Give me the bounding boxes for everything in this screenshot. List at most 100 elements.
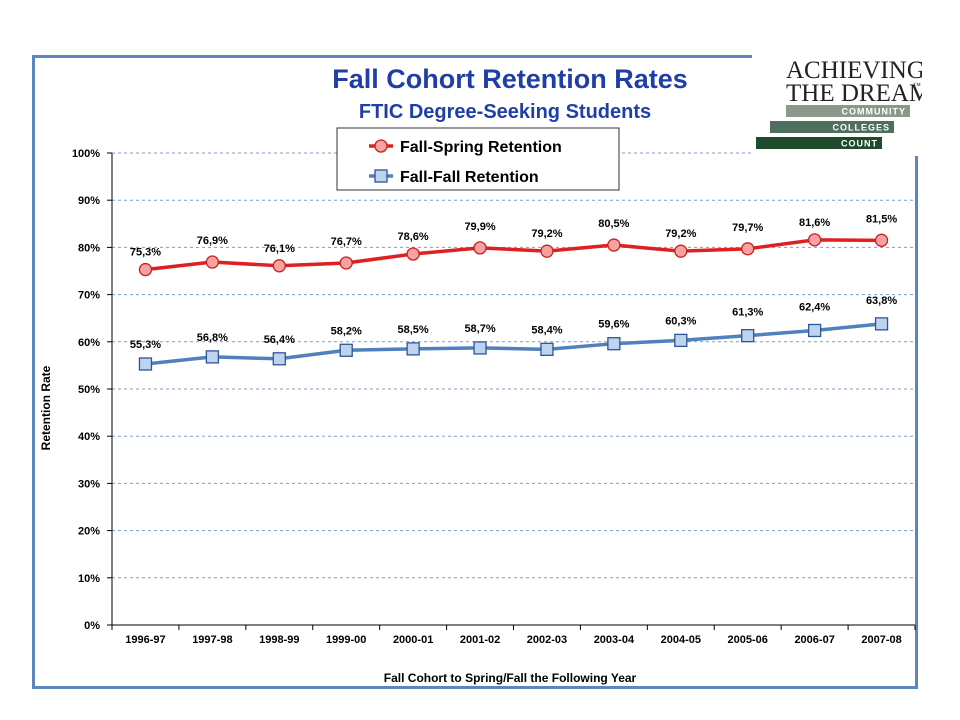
logo-bar-count (756, 137, 882, 149)
logo-bar-community (786, 105, 910, 117)
logo-bar-colleges-label: COLLEGES (832, 123, 890, 133)
x-tick-label: 2004-05 (661, 634, 701, 646)
logo-bar-count-label: COUNT (841, 139, 878, 149)
data-point (607, 337, 621, 351)
data-point (741, 242, 755, 256)
data-label: 78,6% (398, 231, 429, 243)
x-tick-label: 2006-07 (794, 634, 834, 646)
data-point (339, 343, 353, 357)
data-label: 61,3% (732, 307, 763, 319)
data-label: 76,7% (331, 236, 362, 248)
data-label: 63,8% (866, 295, 897, 307)
axes (107, 152, 916, 630)
data-label: 81,5% (866, 213, 897, 225)
logo-bar-community-label: COMMUNITY (842, 107, 907, 117)
data-point (205, 255, 220, 269)
data-point (138, 357, 153, 371)
x-tick-label: 1999-00 (326, 634, 366, 646)
x-tick-label: 2007-08 (861, 634, 901, 646)
data-point (272, 259, 286, 273)
x-tick-label: 2003-04 (594, 634, 635, 646)
data-point (607, 238, 621, 252)
data-label: 79,7% (732, 222, 763, 234)
logo-line-1: ACHIEVING (786, 57, 922, 84)
data-point (473, 241, 487, 255)
legend: Fall-Spring Retention Fall-Fall Retention (336, 127, 620, 191)
data-point (674, 244, 688, 258)
data-label: 75,3% (130, 247, 161, 259)
data-point (874, 233, 889, 247)
y-tick-label: 30% (78, 478, 100, 490)
y-tick-label: 10% (78, 573, 100, 585)
data-label: 79,2% (665, 228, 696, 240)
x-tick-label: 1997-98 (192, 634, 232, 646)
logo-trademark: ™ (913, 81, 921, 90)
data-point (874, 317, 889, 331)
x-axis-label: Fall Cohort to Spring/Fall the Following… (384, 671, 637, 685)
data-point (807, 323, 822, 338)
data-label: 59,6% (598, 319, 629, 331)
data-point (807, 233, 822, 247)
data-label: 76,9% (197, 235, 228, 247)
x-tick-label: 1996-97 (125, 634, 165, 646)
data-point (339, 256, 353, 270)
data-label: 56,4% (264, 334, 295, 346)
y-tick-label: 90% (78, 195, 100, 207)
x-tick-label: 2002-03 (527, 634, 567, 646)
data-point (473, 341, 487, 355)
y-tick-label: 60% (78, 337, 100, 349)
legend-label: Fall-Fall Retention (400, 169, 539, 186)
series-group (138, 233, 889, 371)
data-label: 58,4% (531, 324, 562, 336)
logo-bar-colleges (770, 121, 894, 133)
chart-title: Fall Cohort Retention Rates (332, 64, 688, 94)
data-label: 58,7% (464, 323, 495, 335)
x-tick-label: 2001-02 (460, 634, 500, 646)
gridlines (112, 152, 915, 579)
data-label: 58,5% (398, 324, 429, 336)
x-tick-label: 2005-06 (728, 634, 768, 646)
data-point (406, 247, 420, 261)
y-tick-label: 100% (72, 148, 100, 160)
data-point (674, 333, 688, 348)
data-label: 60,3% (665, 315, 696, 327)
logo-line-2: THE DREAM (786, 80, 922, 107)
data-label: 62,4% (799, 301, 830, 313)
series-line-fall-spring (145, 238, 882, 272)
data-label: 56,8% (197, 332, 228, 344)
data-point (540, 342, 554, 357)
x-axis-ticks: 1996-97 1997-98 1998-99 1999-00 2000-01 2001-… (125, 634, 901, 646)
achieving-the-dream-logo: ACHIEVING THE DREAM ™ COMMUNITY COLLEGES… (752, 50, 931, 156)
chart-frame (32, 55, 918, 689)
legend-marker (374, 139, 388, 153)
y-tick-label: 20% (78, 526, 100, 538)
data-label: 79,2% (531, 228, 562, 240)
x-tick-label: 2000-01 (393, 634, 433, 646)
chart-subtitle: FTIC Degree-Seeking Students (359, 101, 651, 123)
data-label: 55,3% (130, 339, 161, 351)
data-label: 80,5% (598, 218, 629, 230)
data-label: 81,6% (799, 217, 830, 229)
y-axis-ticks: 0% 10% 20% 30% 40% 50% 60% 70% 80% 90% 100% (72, 148, 100, 632)
data-label: 79,9% (464, 221, 495, 233)
logo-graphic: ACHIEVING THE DREAM ™ COMMUNITY COLLEGES… (756, 57, 931, 149)
legend-label: Fall-Spring Retention (400, 139, 562, 156)
data-label: 58,2% (331, 325, 362, 337)
data-point (205, 350, 220, 364)
series-line-fall-fall (145, 322, 882, 366)
y-axis-label: Retention Rate (39, 365, 53, 450)
data-label: 76,1% (264, 243, 295, 255)
data-point (272, 352, 286, 366)
data-labels: 75,3% 76,9% 76,1% 76,7% 78,6% 79,9% 79,2% 80,5%… (130, 213, 897, 351)
y-tick-label: 80% (78, 242, 100, 254)
x-tick-label: 1998-99 (259, 634, 299, 646)
y-tick-label: 50% (78, 384, 100, 396)
data-point (540, 244, 554, 258)
y-tick-label: 40% (78, 431, 100, 443)
legend-marker (374, 169, 388, 183)
data-point (138, 262, 153, 277)
data-point (741, 329, 755, 343)
y-tick-label: 70% (78, 290, 100, 302)
data-point (406, 342, 420, 356)
